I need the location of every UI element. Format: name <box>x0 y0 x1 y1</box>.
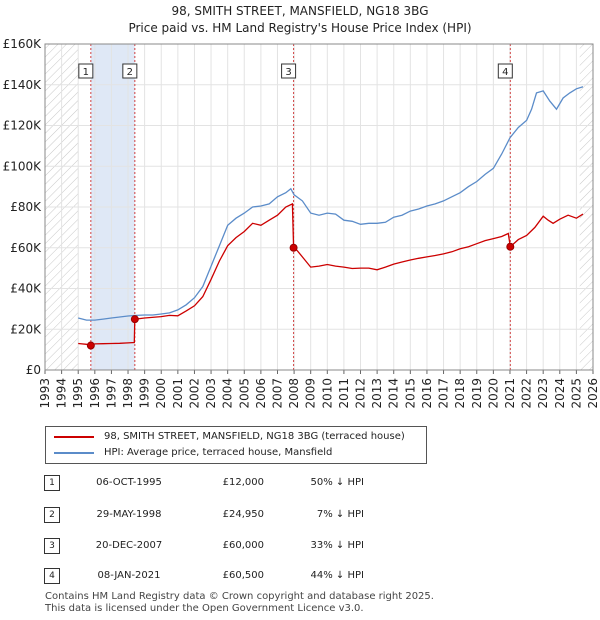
transaction-hpi-diff: 50% ↓ HPI <box>310 477 364 488</box>
x-tick-label: 2009 <box>304 378 318 409</box>
y-tick-label: £140K <box>3 78 43 92</box>
transaction-price: £12,000 <box>222 477 264 488</box>
x-tick-label: 2011 <box>337 378 351 409</box>
x-tick-label: 2021 <box>503 378 517 409</box>
footer-copyright: Contains HM Land Registry data © Crown c… <box>45 591 434 602</box>
x-tick-label: 1994 <box>55 378 69 409</box>
transaction-number: 2 <box>44 507 60 523</box>
sale-point <box>130 315 139 324</box>
y-tick-label: £0 <box>26 363 41 377</box>
x-tick-label: 2020 <box>486 378 500 409</box>
x-tick-label: 2016 <box>420 378 434 409</box>
x-tick-label: 2001 <box>171 378 185 409</box>
x-tick-label: 1998 <box>121 378 135 409</box>
sale-point <box>86 341 95 350</box>
x-tick-label: 2010 <box>320 378 334 409</box>
transaction-date: 06-OCT-1995 <box>96 477 162 488</box>
x-tick-label: 2023 <box>536 378 550 409</box>
x-tick-label: 2019 <box>470 378 484 409</box>
x-tick-label: 2002 <box>187 378 201 409</box>
y-tick-label: £20K <box>10 322 42 336</box>
transaction-date: 08-JAN-2021 <box>97 570 161 581</box>
series-line <box>78 86 584 321</box>
x-tick-label: 2012 <box>354 378 368 409</box>
price-chart: £0 £20K £40K £60K £80K £100K £120K £140K £160K 19… <box>3 37 600 409</box>
series-line <box>78 202 584 347</box>
sale-point <box>506 242 515 251</box>
sale-number-label: 2 <box>127 67 133 78</box>
transaction-number: 4 <box>44 568 60 584</box>
sale-number-label: 4 <box>502 67 508 78</box>
sale-number-label: 3 <box>285 67 291 78</box>
x-tick-label: 2003 <box>204 378 218 409</box>
sale-number-box <box>78 63 94 79</box>
y-tick-label: £160K <box>3 37 43 51</box>
legend-label-property: 98, SMITH STREET, MANSFIELD, NG18 3BG (t… <box>104 431 405 442</box>
sale-number-box <box>281 63 297 79</box>
x-tick-label: 2018 <box>453 378 467 409</box>
transaction-number: 3 <box>44 538 60 554</box>
x-tick-label: 1997 <box>104 378 118 409</box>
y-tick-label: £100K <box>3 159 43 173</box>
x-tick-label: 1993 <box>38 378 52 409</box>
transaction-number: 1 <box>44 475 60 491</box>
footer-licence: This data is licensed under the Open Gov… <box>45 603 364 614</box>
y-tick-label: £60K <box>10 241 42 255</box>
x-tick-label: 2004 <box>221 378 235 409</box>
sale-number-box <box>122 63 138 79</box>
chart-subtitle: Price paid vs. HM Land Registry's House … <box>128 21 472 35</box>
y-tick-label: £120K <box>3 119 43 133</box>
transaction-hpi-diff: 33% ↓ HPI <box>310 540 364 551</box>
x-tick-label: 2017 <box>437 378 451 409</box>
x-tick-label: 2013 <box>370 378 384 409</box>
transaction-hpi-diff: 7% ↓ HPI <box>316 509 364 520</box>
sale-number-label: 1 <box>83 67 89 78</box>
transaction-date: 20-DEC-2007 <box>95 540 163 551</box>
x-tick-label: 2025 <box>569 378 583 409</box>
x-tick-label: 1999 <box>138 378 152 409</box>
x-tick-label: 2022 <box>520 378 534 409</box>
transaction-price: £24,950 <box>222 509 264 520</box>
transaction-date: 29-MAY-1998 <box>96 509 162 520</box>
x-tick-label: 2006 <box>254 378 268 409</box>
plot-border <box>44 43 594 371</box>
y-tick-label: £80K <box>10 200 42 214</box>
x-tick-label: 2015 <box>403 378 417 409</box>
legend-line-hpi <box>54 452 94 454</box>
x-tick-label: 2007 <box>270 378 284 409</box>
x-tick-label: 1996 <box>88 378 102 409</box>
chart-title: 98, SMITH STREET, MANSFIELD, NG18 3BG <box>171 4 429 18</box>
x-tick-label: 2014 <box>387 378 401 409</box>
x-tick-label: 2008 <box>287 378 301 409</box>
chart-legend: 98, SMITH STREET, MANSFIELD, NG18 3BG (t… <box>45 426 427 464</box>
x-tick-label: 2026 <box>586 378 600 409</box>
sale-point <box>289 243 298 252</box>
sale-number-box <box>497 63 513 79</box>
transaction-price: £60,000 <box>222 540 264 551</box>
legend-label-hpi: HPI: Average price, terraced house, Mans… <box>104 447 333 458</box>
x-tick-label: 2024 <box>553 378 567 409</box>
transaction-hpi-diff: 44% ↓ HPI <box>310 570 364 581</box>
x-tick-label: 1995 <box>71 378 85 409</box>
x-tick-label: 2005 <box>237 378 251 409</box>
transaction-price: £60,500 <box>222 570 264 581</box>
x-tick-label: 2000 <box>154 378 168 409</box>
legend-line-property <box>54 436 94 438</box>
y-tick-label: £40K <box>10 282 42 296</box>
